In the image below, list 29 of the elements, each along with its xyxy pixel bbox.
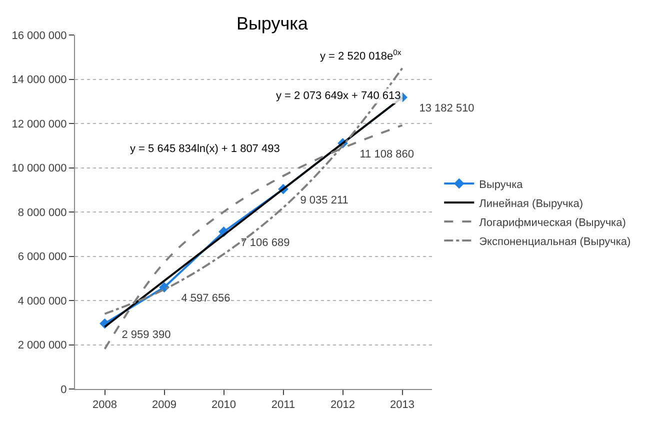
legend-label: Экспоненциальная (Выручка) xyxy=(479,236,631,248)
annotation: y = 2 073 649x + 740 613 xyxy=(276,90,401,102)
x-tick-label: 2012 xyxy=(330,399,355,412)
chart-title: Выручка xyxy=(236,14,309,34)
y-tick-label: 4 000 000 xyxy=(18,295,67,308)
data-label: 9 035 211 xyxy=(289,194,348,206)
y-tick-label: 14 000 000 xyxy=(12,74,67,86)
data-label: 4 597 656 xyxy=(170,292,230,305)
legend-label: Линейная (Выручка) xyxy=(479,198,584,210)
y-tick-label: 16 000 000 xyxy=(12,30,67,42)
annotation: y = 2 520 018e$^{0x}$ xyxy=(320,48,402,63)
x-tick-label: 2010 xyxy=(212,399,236,412)
y-tick-label: 2 000 000 xyxy=(18,340,67,352)
y-tick-label: 8 000 000 xyxy=(18,206,67,219)
data-label: 2 959 390 xyxy=(110,328,171,341)
x-tick-label: 2011 xyxy=(271,399,296,412)
y-tick-label: 6 000 000 xyxy=(18,251,67,264)
y-tick-label: 0 xyxy=(60,384,67,396)
legend-label: Логарифмическая (Выручка) xyxy=(479,216,626,229)
data-label: 7 106 689 xyxy=(230,237,290,250)
legend-label: Выручка xyxy=(479,178,524,191)
data-label: 11 108 860 xyxy=(348,148,414,160)
y-tick-label: 10 000 000 xyxy=(12,162,67,175)
annotation: y = 5 645 834ln(x) + 1 807 493 xyxy=(130,143,280,155)
x-tick-label: 2008 xyxy=(92,399,117,412)
data-label: 13 182 510 xyxy=(408,102,474,115)
y-tick-label: 12 000 000 xyxy=(12,118,67,130)
x-tick-label: 2009 xyxy=(152,399,176,412)
x-tick-label: 2013 xyxy=(390,399,414,412)
